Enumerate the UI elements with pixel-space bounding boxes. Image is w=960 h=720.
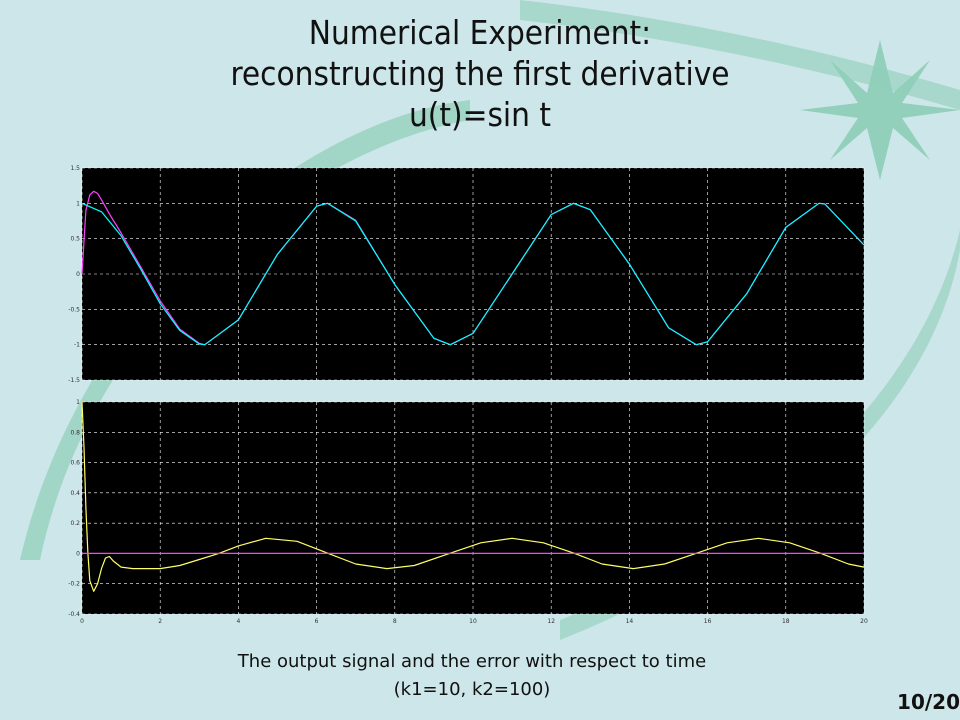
x-tick-label: 10 bbox=[469, 618, 477, 625]
star-icon bbox=[800, 40, 960, 180]
x-tick-label: 2 bbox=[158, 618, 162, 625]
x-tick-label: 4 bbox=[236, 618, 240, 625]
y-tick-label: -1.5 bbox=[68, 377, 80, 384]
y-tick-label: -1 bbox=[74, 342, 80, 349]
title-line: reconstructing the first derivative bbox=[230, 54, 730, 93]
y-tick-label: -0.5 bbox=[68, 306, 80, 313]
caption-line: The output signal and the error with res… bbox=[237, 651, 707, 672]
y-tick-label: 0.4 bbox=[70, 490, 80, 497]
y-tick-label: 0 bbox=[76, 271, 80, 278]
y-tick-label: 1.5 bbox=[70, 165, 80, 172]
y-tick-label: 0.8 bbox=[70, 429, 80, 436]
title-line: u(t)=sin t bbox=[408, 95, 552, 134]
y-tick-label: 1 bbox=[76, 399, 80, 406]
y-tick-label: -0.4 bbox=[68, 611, 80, 618]
series-line bbox=[81, 202, 865, 346]
x-tick-label: 6 bbox=[315, 618, 319, 625]
y-tick-label: 1 bbox=[76, 200, 80, 207]
slide-caption: The output signal and the error with res… bbox=[0, 648, 944, 704]
x-tick-label: 20 bbox=[860, 618, 868, 625]
y-tick-label: 0 bbox=[76, 550, 80, 557]
x-tick-label: 14 bbox=[626, 618, 634, 625]
x-tick-label: 18 bbox=[782, 618, 790, 625]
x-tick-label: 0 bbox=[80, 618, 84, 625]
series-line bbox=[81, 401, 865, 592]
signal-plot: -1.5 -1 -0.5 0 0.5 1 1.5 bbox=[68, 165, 865, 384]
y-tick-label: 0.5 bbox=[70, 236, 80, 243]
slide-title: Numerical Experiment: reconstructing the… bbox=[0, 12, 960, 135]
error-plot: 0 2 4 6 8 10 12 14 16 18 20 -0.4 -0.2 0 0.2 0.4 0.6 0.8 1 bbox=[68, 399, 868, 625]
title-line: Numerical Experiment: bbox=[308, 13, 652, 52]
page-number: 10/20 bbox=[897, 690, 960, 714]
x-tick-label: 16 bbox=[704, 618, 712, 625]
y-tick-label: 0.6 bbox=[70, 460, 80, 467]
caption-line: (k1=10, k2=100) bbox=[393, 679, 551, 700]
x-tick-label: 12 bbox=[547, 618, 555, 625]
x-tick-label: 8 bbox=[393, 618, 397, 625]
y-tick-label: -0.2 bbox=[68, 581, 80, 588]
y-tick-label: 0.2 bbox=[70, 520, 80, 527]
